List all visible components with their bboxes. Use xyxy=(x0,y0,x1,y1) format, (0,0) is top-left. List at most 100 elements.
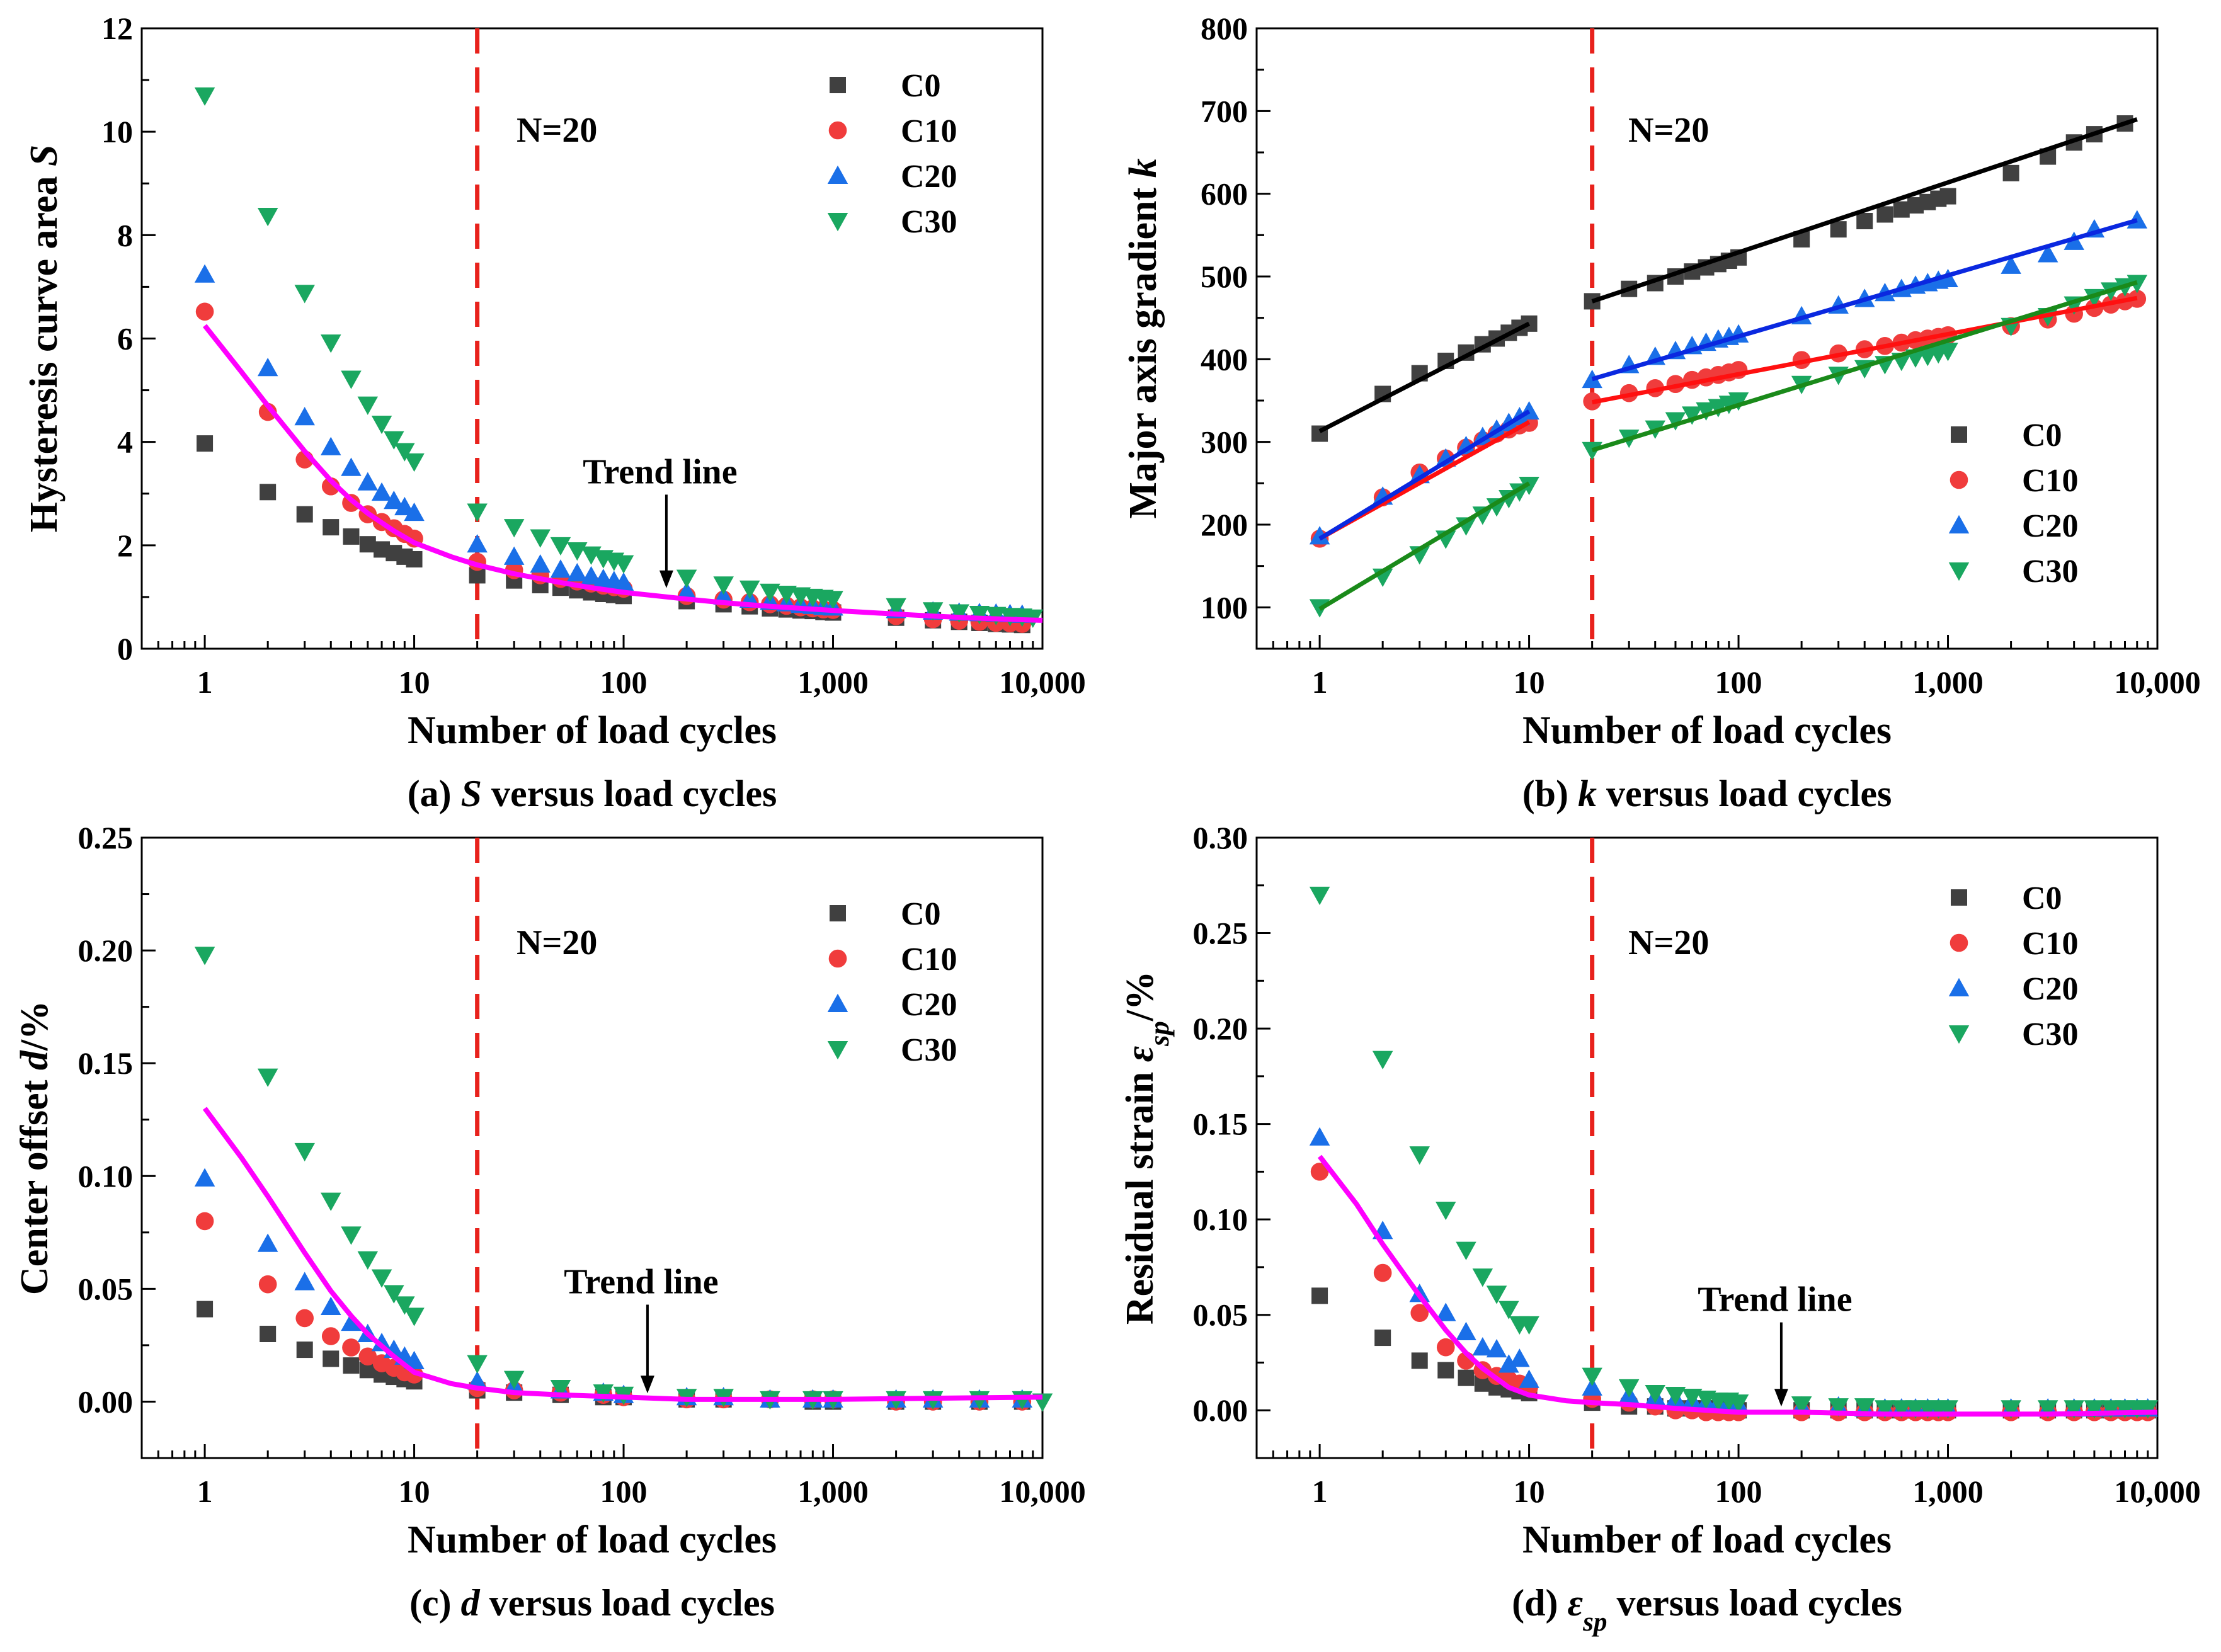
y-tick-label: 12 xyxy=(101,11,133,46)
y-tick-label: 0.30 xyxy=(1193,820,1248,855)
legend-label-C30: C30 xyxy=(2022,554,2079,590)
x-tick-label: 1,000 xyxy=(1912,1474,1984,1509)
fit-line-C20 xyxy=(1591,218,2138,382)
x-tick-label: 10,000 xyxy=(999,664,1086,700)
x-tick-label: 1,000 xyxy=(797,664,869,700)
legend-d: C0 C10 C20 C30 xyxy=(1948,880,2079,1052)
data-point-C20 xyxy=(1309,1127,1330,1146)
panel-b: 1 10 100 1,000 10,000 100 200 300 400 500 600 700 80… xyxy=(1122,11,2201,814)
y-tick-label: 0.15 xyxy=(78,1045,134,1081)
data-point-C20 xyxy=(371,1333,392,1352)
data-point-C0 xyxy=(359,536,376,553)
legend-label-C30: C30 xyxy=(2022,1017,2079,1052)
data-point-C20 xyxy=(530,554,551,573)
data-point-C20 xyxy=(2001,255,2021,274)
data-point-C0 xyxy=(197,1301,214,1318)
data-point-C20 xyxy=(404,502,425,521)
data-point-C0 xyxy=(1311,1287,1328,1304)
data-point-C10 xyxy=(321,1327,340,1345)
data-point-C0 xyxy=(1856,213,1873,230)
data-point-C0 xyxy=(296,1342,313,1359)
data-point-C0 xyxy=(406,550,423,567)
y-tick-label: 4 xyxy=(117,424,133,460)
data-point-C30 xyxy=(341,1226,362,1245)
x-tick-label: 10 xyxy=(1514,1474,1545,1509)
x-tick-label: 1,000 xyxy=(1912,664,1984,700)
data-point-C30 xyxy=(1436,1202,1456,1221)
trend-line-annotation-c: Trend line xyxy=(564,1263,718,1302)
data-point-C0 xyxy=(1458,1369,1475,1386)
data-point-C30 xyxy=(194,87,215,106)
x-tick-label: 10 xyxy=(399,664,430,700)
data-point-C20 xyxy=(613,572,634,591)
data-point-C30 xyxy=(467,1355,488,1374)
data-point-C0 xyxy=(1939,188,1956,205)
fit-line-C30 xyxy=(1318,481,1531,611)
data-point-C30 xyxy=(341,370,362,389)
trend-line-d xyxy=(1317,1154,2158,1417)
data-point-C30 xyxy=(384,431,404,450)
legend-label-C10: C10 xyxy=(2022,463,2079,499)
data-point-C10 xyxy=(1436,1338,1455,1357)
y-tick-label: 6 xyxy=(117,321,133,356)
panel-caption-b: (b) k versus load cycles xyxy=(1522,773,1892,814)
x-tick-label: 10,000 xyxy=(999,1474,1086,1509)
x-axis-title-b: Number of load cycles xyxy=(1522,709,1892,752)
y-tick-label: 2 xyxy=(117,528,133,563)
legend-marker-C20 xyxy=(1948,515,1970,533)
data-point-C30 xyxy=(985,607,1007,625)
data-point-C10 xyxy=(358,1347,377,1366)
data-point-C20 xyxy=(357,472,379,491)
x-axis-title-d: Number of load cycles xyxy=(1522,1518,1892,1561)
data-point-C20 xyxy=(1509,1348,1530,1367)
data-point-C0 xyxy=(343,1357,360,1374)
data-point-C20 xyxy=(294,407,315,426)
fit-line-C0 xyxy=(1318,321,1531,433)
y-tick-label: 700 xyxy=(1201,93,1248,128)
data-point-C30 xyxy=(1875,1400,1895,1419)
data-point-C20 xyxy=(1436,1302,1456,1321)
data-point-C20 xyxy=(581,566,602,585)
data-point-C20 xyxy=(2127,210,2148,229)
data-point-C30 xyxy=(1519,476,1539,496)
y-tick-label: 0.10 xyxy=(78,1158,134,1193)
data-point-C30 xyxy=(1486,1285,1507,1304)
data-point-C0 xyxy=(2002,164,2019,181)
x-axis-ticks-d: 1 10 100 1,000 10,000 xyxy=(1255,1444,2201,1509)
data-point-C0 xyxy=(197,435,214,452)
data-point-C30 xyxy=(257,1068,278,1087)
y-tick-label: 0.20 xyxy=(1193,1011,1248,1046)
legend-marker-C10 xyxy=(1950,933,1968,952)
data-point-C30 xyxy=(384,1285,404,1304)
data-point-C30 xyxy=(2001,1400,2021,1419)
data-point-C30 xyxy=(1645,1384,1665,1404)
x-tick-label: 1 xyxy=(1312,664,1328,700)
data-point-C20 xyxy=(1472,1336,1493,1356)
data-point-C30 xyxy=(1372,1051,1393,1069)
data-point-C30 xyxy=(922,602,944,621)
legend-label-C0: C0 xyxy=(901,68,941,104)
y-tick-label: 0.05 xyxy=(78,1271,134,1306)
data-point-C0 xyxy=(1437,1362,1454,1379)
data-point-C30 xyxy=(593,1384,614,1403)
legend-marker-C0 xyxy=(1951,426,1967,443)
y-tick-label: 0.05 xyxy=(1193,1297,1248,1333)
data-point-C30 xyxy=(530,529,551,548)
legend-label-C0: C0 xyxy=(2022,880,2062,916)
data-point-C20 xyxy=(1582,1377,1602,1396)
data-point-C20 xyxy=(404,1350,425,1369)
data-point-C30 xyxy=(550,537,571,556)
y-tick-label: 600 xyxy=(1201,176,1248,212)
legend-c: C0 C10 C20 C30 xyxy=(827,896,957,1068)
legend-label-C10: C10 xyxy=(901,113,957,149)
data-point-C0 xyxy=(296,506,313,523)
data-point-C0 xyxy=(323,1350,340,1367)
data-point-C30 xyxy=(1456,1241,1476,1260)
data-point-C0 xyxy=(1830,221,1847,238)
data-point-C30 xyxy=(1938,343,1958,362)
x-tick-label: 10,000 xyxy=(2114,664,2201,700)
fit-line-C30 xyxy=(1591,280,2138,453)
data-point-C30 xyxy=(467,503,488,522)
data-point-C0 xyxy=(1893,201,1910,218)
